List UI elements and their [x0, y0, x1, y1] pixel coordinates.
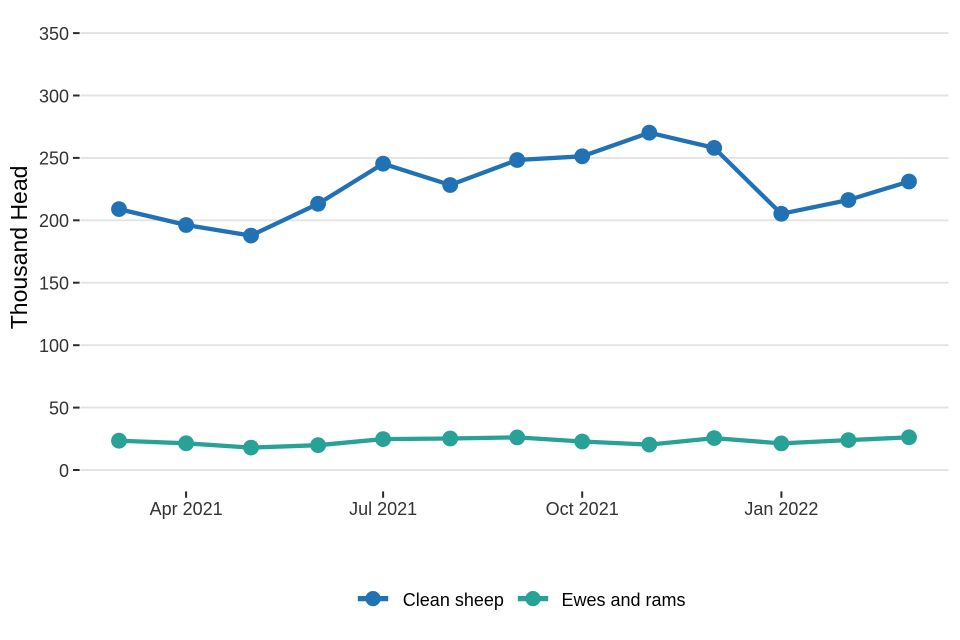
svg-text:Ewes and rams: Ewes and rams [562, 590, 686, 610]
svg-text:0: 0 [59, 461, 69, 481]
svg-text:Jul 2021: Jul 2021 [349, 499, 417, 519]
svg-text:Apr 2021: Apr 2021 [150, 499, 223, 519]
svg-text:300: 300 [39, 86, 69, 106]
svg-text:200: 200 [39, 211, 69, 231]
svg-text:350: 350 [39, 24, 69, 44]
svg-text:Clean sheep: Clean sheep [403, 590, 504, 610]
svg-text:Oct 2021: Oct 2021 [546, 499, 619, 519]
svg-text:Thousand Head: Thousand Head [6, 166, 32, 330]
svg-text:100: 100 [39, 336, 69, 356]
svg-text:250: 250 [39, 149, 69, 169]
svg-text:50: 50 [49, 398, 69, 418]
svg-text:150: 150 [39, 274, 69, 294]
svg-text:Jan 2022: Jan 2022 [744, 499, 818, 519]
